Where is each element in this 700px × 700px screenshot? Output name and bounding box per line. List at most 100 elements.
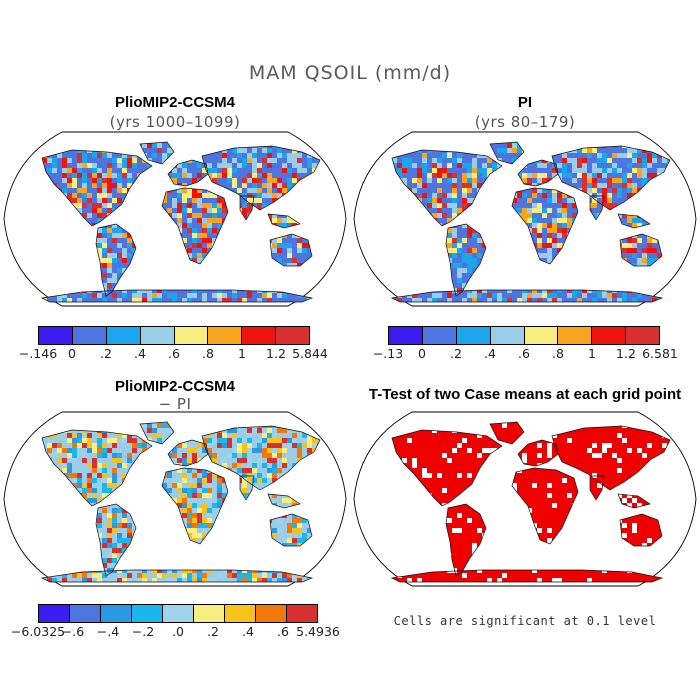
coastline	[445, 223, 487, 297]
coastline	[589, 475, 605, 501]
colorbar-tick-label: 0	[418, 346, 426, 361]
colorbar-swatch	[558, 327, 593, 344]
colorbar-pi	[388, 326, 660, 345]
coastline	[390, 569, 664, 583]
coastline	[489, 141, 525, 165]
colorbar-swatch	[163, 605, 194, 622]
map-ttest	[353, 411, 697, 587]
coastline	[41, 429, 153, 507]
continent-north-america	[392, 430, 502, 506]
colorbar-tick-label: 6.581	[642, 346, 678, 361]
coastline	[445, 503, 487, 577]
colorbar-diff-ticks: −6.0325 −.6 −.4 −.2 .0 .2 .4 .6 5.4936	[11, 624, 340, 640]
colorbar-swatch	[194, 605, 225, 622]
colorbar-swatch	[39, 605, 70, 622]
colorbar-tick-label: 5.844	[292, 346, 328, 361]
coastline	[41, 149, 153, 227]
panel-pliomip-subtitle: (yrs 1000–1099)	[109, 113, 241, 131]
coastline	[391, 429, 503, 507]
colorbar-swatch	[524, 327, 559, 344]
colorbar-swatch	[140, 327, 175, 344]
coastline	[267, 493, 301, 509]
continent-south-america	[446, 504, 486, 576]
figure-title: MAM QSOIL (mm/d)	[248, 62, 452, 84]
coastline	[619, 513, 663, 547]
colorbar-tick-label: .8	[202, 346, 214, 361]
coastline	[139, 421, 175, 445]
map-pliomip	[3, 131, 347, 307]
colorbar-tick-label: .6	[518, 346, 530, 361]
colorbar-swatch	[72, 327, 107, 344]
colorbar-tick-label: 1	[588, 346, 596, 361]
coastline	[239, 475, 255, 501]
colorbar-diff	[38, 604, 318, 623]
colorbar-swatch	[225, 605, 256, 622]
coastline	[269, 513, 313, 547]
colorbar-tick-label: −6.0325	[10, 624, 66, 639]
colorbar-pliomip	[38, 326, 310, 345]
colorbar-swatch	[456, 327, 491, 344]
colorbar-swatch	[256, 605, 287, 622]
colorbar-pi-ticks: −.13 0 .2 .4 .6 .8 1 1.2 6.581	[373, 346, 678, 362]
colorbar-swatch	[174, 327, 209, 344]
coastline	[489, 421, 525, 445]
colorbar-tick-label: 0	[68, 346, 76, 361]
colorbar-tick-label: .2	[450, 346, 462, 361]
coastline	[390, 289, 664, 303]
colorbar-tick-label: 5.4936	[296, 624, 340, 639]
coastline	[201, 145, 321, 211]
panel-pi-title: PI	[517, 94, 533, 111]
panel-pliomip-title: PlioMIP2-CCSM4	[114, 94, 235, 111]
colorbar-swatch	[626, 327, 659, 344]
colorbar-tick-label: 1	[238, 346, 246, 361]
continent-greenland	[490, 422, 524, 444]
coastline	[95, 223, 137, 297]
colorbar-tick-label: −.6	[61, 624, 85, 639]
coastline	[617, 213, 651, 229]
colorbar-swatch	[101, 605, 132, 622]
colorbar-swatch	[132, 605, 163, 622]
panel-pi-subtitle: (yrs 80–179)	[474, 113, 576, 131]
colorbar-swatch	[106, 327, 141, 344]
colorbar-swatch	[287, 605, 317, 622]
coastline	[201, 425, 321, 491]
panel-diff-title: PlioMIP2-CCSM4	[114, 378, 235, 395]
coastline	[391, 149, 503, 227]
colorbar-swatch	[70, 605, 101, 622]
coastline	[139, 141, 175, 165]
coastline	[161, 467, 229, 545]
coastline	[589, 195, 605, 221]
colorbar-tick-label: 1.2	[616, 346, 636, 361]
colorbar-swatch	[39, 327, 73, 344]
coastline	[617, 493, 651, 509]
colorbar-tick-label: 1.2	[266, 346, 286, 361]
coastline	[267, 213, 301, 229]
colorbar-tick-label: .4	[134, 346, 146, 361]
coastline	[511, 187, 579, 265]
colorbar-tick-label: −.4	[96, 624, 120, 639]
colorbar-tick-label: −.2	[131, 624, 155, 639]
map-diff	[3, 411, 347, 587]
colorbar-swatch	[276, 327, 309, 344]
colorbar-tick-label: −.146	[18, 346, 58, 361]
colorbar-swatch	[422, 327, 457, 344]
colorbar-tick-label: .6	[168, 346, 180, 361]
colorbar-tick-label: .8	[552, 346, 564, 361]
colorbar-tick-label: −.13	[372, 346, 404, 361]
panel-ttest-title: T-Test of two Case means at each grid po…	[368, 386, 682, 403]
coastline	[619, 233, 663, 267]
coastline	[511, 467, 579, 545]
colorbar-swatch	[490, 327, 525, 344]
colorbar-tick-label: .2	[100, 346, 112, 361]
continent-africa	[512, 468, 578, 544]
panel-diff-subtitle: − PI	[158, 395, 192, 413]
colorbar-pliomip-ticks: −.146 0 .2 .4 .6 .8 1 1.2 5.844	[19, 346, 328, 362]
coastline	[40, 569, 314, 583]
continent-antarctica	[392, 570, 662, 582]
colorbar-tick-label: .4	[242, 624, 254, 639]
coastline	[551, 425, 671, 491]
map-pi	[353, 131, 697, 307]
colorbar-tick-label: .0	[172, 624, 184, 639]
colorbar-swatch	[208, 327, 243, 344]
colorbar-tick-label: .4	[484, 346, 496, 361]
